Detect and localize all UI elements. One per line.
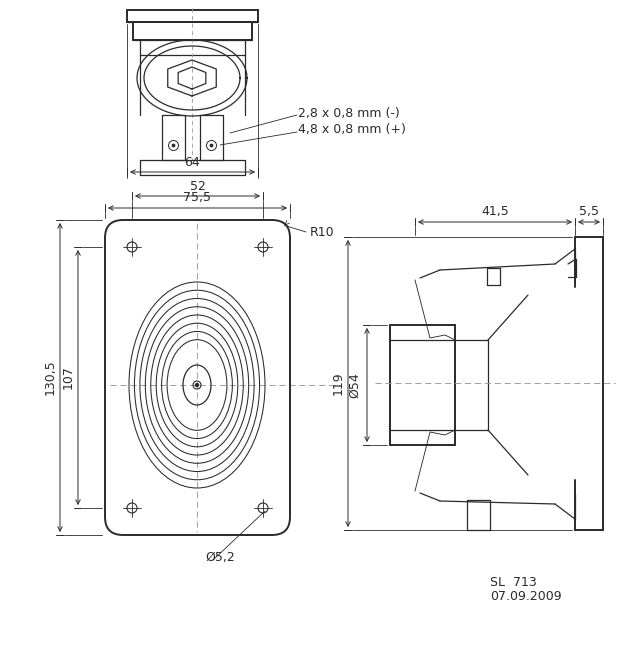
- Text: Ø5,2: Ø5,2: [205, 552, 235, 565]
- Text: 52: 52: [189, 180, 205, 192]
- Text: SL  713: SL 713: [490, 575, 536, 588]
- Text: 75,5: 75,5: [184, 192, 211, 205]
- Text: 119: 119: [332, 372, 345, 396]
- Circle shape: [173, 144, 175, 147]
- Text: 07.09.2009: 07.09.2009: [490, 590, 562, 602]
- Text: 2,8 x 0,8 mm (-): 2,8 x 0,8 mm (-): [298, 106, 400, 119]
- Text: R10: R10: [310, 226, 335, 239]
- Text: 5,5: 5,5: [579, 205, 599, 218]
- Text: 64: 64: [185, 155, 200, 169]
- Circle shape: [196, 384, 198, 386]
- Text: 4,8 x 0,8 mm (+): 4,8 x 0,8 mm (+): [298, 123, 406, 136]
- Text: 107: 107: [61, 365, 75, 390]
- Text: 130,5: 130,5: [44, 359, 57, 396]
- Circle shape: [211, 144, 213, 147]
- Text: 41,5: 41,5: [481, 205, 509, 218]
- Text: Ø54: Ø54: [348, 372, 361, 398]
